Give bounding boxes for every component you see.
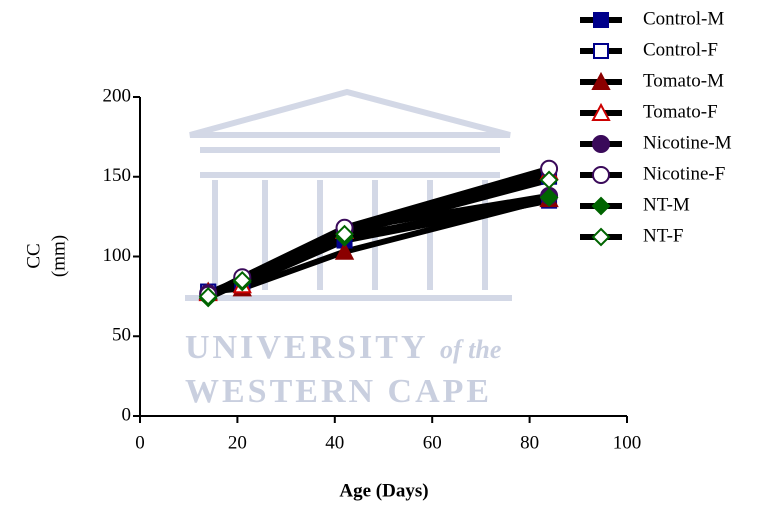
y-tick-label: 50: [112, 325, 131, 346]
legend-marker: [594, 13, 608, 27]
legend-label: NT-M: [643, 194, 690, 215]
legend-marker: [593, 167, 609, 183]
y-tick-label: 100: [103, 245, 132, 266]
x-axis-label: Age (Days): [339, 480, 428, 501]
legend-label: NT-F: [643, 225, 683, 246]
y-axis-label: CC: [23, 243, 44, 268]
y-tick-label: 150: [103, 165, 132, 186]
x-tick-label: 40: [325, 432, 344, 453]
y-tick-label: 200: [103, 85, 132, 106]
legend-label: Nicotine-F: [643, 163, 725, 184]
legend-marker: [593, 229, 609, 245]
x-tick-label: 100: [613, 432, 642, 453]
x-tick-label: 80: [520, 432, 539, 453]
watermark-text: of the: [440, 335, 501, 364]
page: {"chart_data": {"type": "line", "x_label…: [0, 0, 761, 506]
y-tick-label: 0: [122, 404, 132, 425]
x-tick-label: 60: [423, 432, 442, 453]
legend-marker: [593, 136, 609, 152]
chart: UNIVERSITY of the WESTERN CAPE Age (Days…: [0, 0, 761, 506]
legend-label: Tomato-M: [643, 70, 724, 91]
x-tick-label: 20: [228, 432, 247, 453]
y-axis-label: (mm): [48, 235, 69, 277]
legend-label: Tomato-F: [643, 101, 718, 122]
legend-label: Nicotine-M: [643, 132, 732, 153]
legend-label: Control-F: [643, 39, 718, 60]
legend-marker: [593, 198, 609, 214]
legend-marker: [594, 44, 608, 58]
watermark-text: WESTERN CAPE: [185, 373, 492, 410]
x-tick-label: 0: [135, 432, 145, 453]
watermark-text: UNIVERSITY: [185, 329, 429, 366]
legend-label: Control-M: [643, 8, 724, 29]
